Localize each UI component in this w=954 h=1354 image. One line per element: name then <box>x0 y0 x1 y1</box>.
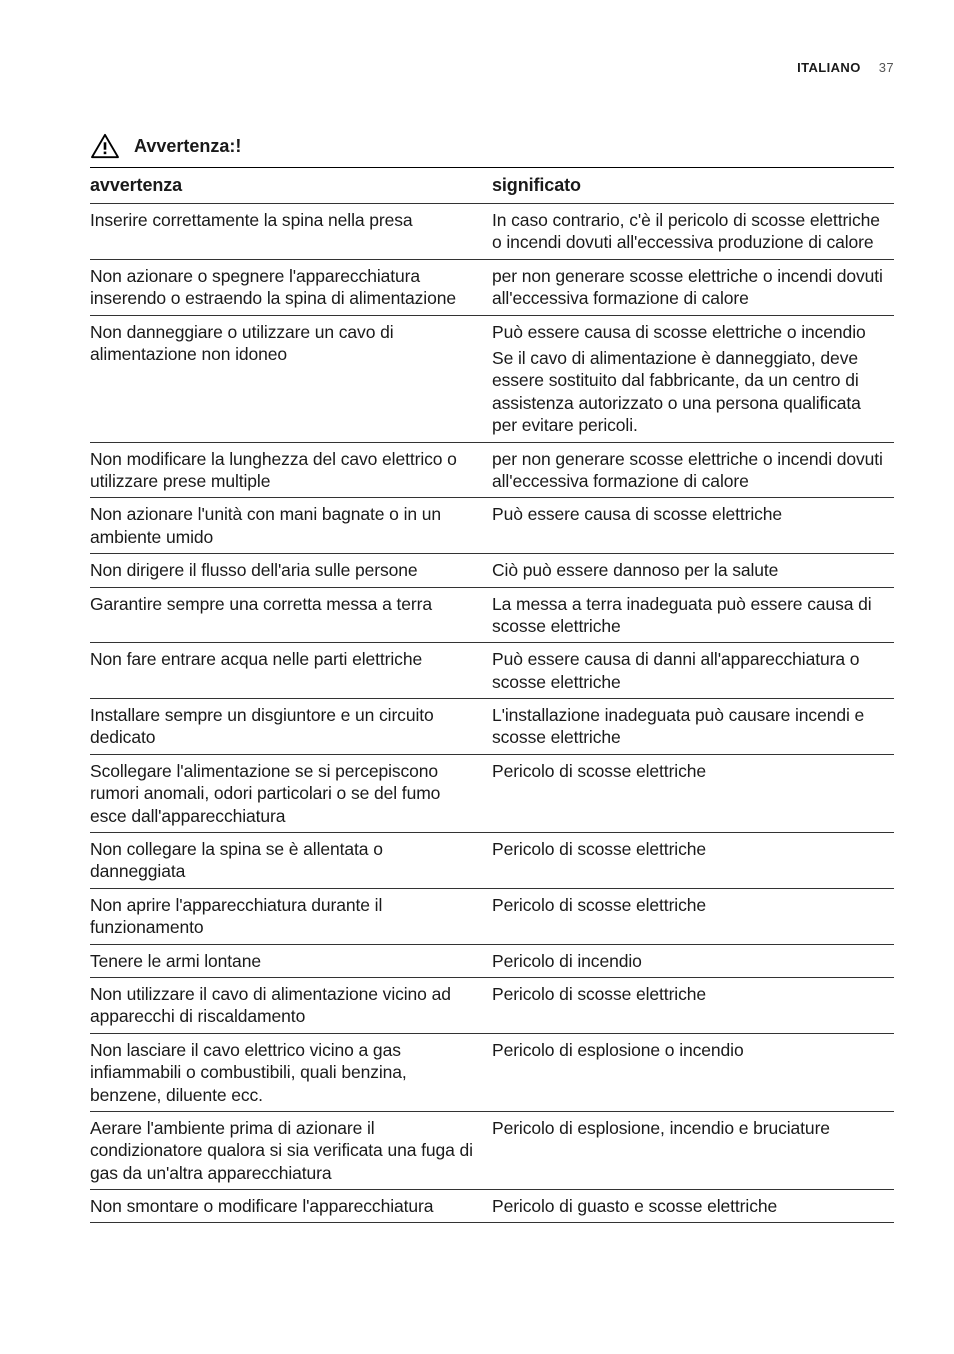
warning-cell: Aerare l'ambiente prima di azionare il c… <box>90 1111 492 1189</box>
table-row: Non utilizzare il cavo di alimentazione … <box>90 977 894 1033</box>
warning-cell: Installare sempre un disgiuntore e un ci… <box>90 699 492 755</box>
warning-cell: Non azionare o spegnere l'apparecchiatur… <box>90 259 492 315</box>
table-row: Tenere le armi lontanePericolo di incend… <box>90 944 894 977</box>
table-row: Non modificare la lunghezza del cavo ele… <box>90 442 894 498</box>
meaning-cell: Pericolo di esplosione o incendio <box>492 1033 894 1111</box>
title-row: Avvertenza:! <box>90 133 894 159</box>
table-row: Installare sempre un disgiuntore e un ci… <box>90 699 894 755</box>
warning-cell: Tenere le armi lontane <box>90 944 492 977</box>
table-row: Garantire sempre una corretta messa a te… <box>90 587 894 643</box>
warning-cell: Inserire correttamente la spina nella pr… <box>90 204 492 260</box>
meaning-cell: per non generare scosse elettriche o inc… <box>492 442 894 498</box>
table-row: Non azionare o spegnere l'apparecchiatur… <box>90 259 894 315</box>
meaning-cell: per non generare scosse elettriche o inc… <box>492 259 894 315</box>
warning-cell: Non lasciare il cavo elettrico vicino a … <box>90 1033 492 1111</box>
table-row: Non smontare o modificare l'apparecchiat… <box>90 1190 894 1223</box>
warning-cell: Non fare entrare acqua nelle parti elett… <box>90 643 492 699</box>
warning-cell: Non collegare la spina se è allentata o … <box>90 833 492 889</box>
meaning-cell: Può essere causa di scosse elettriche <box>492 498 894 554</box>
warning-cell: Scollegare l'alimentazione se si percepi… <box>90 754 492 832</box>
table-row: Non azionare l'unità con mani bagnate o … <box>90 498 894 554</box>
warning-cell: Non smontare o modificare l'apparecchiat… <box>90 1190 492 1223</box>
table-row: Non aprire l'apparecchiatura durante il … <box>90 888 894 944</box>
page-header: ITALIANO 37 <box>90 60 894 75</box>
col-header-warning: avvertenza <box>90 168 492 204</box>
meaning-cell: Pericolo di scosse elettriche <box>492 888 894 944</box>
warning-cell: Garantire sempre una corretta messa a te… <box>90 587 492 643</box>
warning-cell: Non dirigere il flusso dell'aria sulle p… <box>90 554 492 587</box>
col-header-meaning: significato <box>492 168 894 204</box>
table-row: Scollegare l'alimentazione se si percepi… <box>90 754 894 832</box>
warning-icon <box>90 133 120 159</box>
warnings-table: avvertenza significato Inserire corretta… <box>90 167 894 1223</box>
lang-label: ITALIANO <box>797 60 861 75</box>
meaning-cell: Pericolo di scosse elettriche <box>492 977 894 1033</box>
warning-cell: Non utilizzare il cavo di alimentazione … <box>90 977 492 1033</box>
page-number: 37 <box>879 60 894 75</box>
warning-cell: Non danneggiare o utilizzare un cavo di … <box>90 315 492 442</box>
table-row: Non dirigere il flusso dell'aria sulle p… <box>90 554 894 587</box>
meaning-cell: Pericolo di guasto e scosse elettriche <box>492 1190 894 1223</box>
table-row: Non lasciare il cavo elettrico vicino a … <box>90 1033 894 1111</box>
table-row: Aerare l'ambiente prima di azionare il c… <box>90 1111 894 1189</box>
meaning-cell: Pericolo di incendio <box>492 944 894 977</box>
meaning-cell: Pericolo di scosse elettriche <box>492 833 894 889</box>
meaning-cell: Pericolo di scosse elettriche <box>492 754 894 832</box>
table-row: Inserire correttamente la spina nella pr… <box>90 204 894 260</box>
meaning-cell: Può essere causa di danni all'apparecchi… <box>492 643 894 699</box>
table-row: Non danneggiare o utilizzare un cavo di … <box>90 315 894 442</box>
table-row: Non collegare la spina se è allentata o … <box>90 833 894 889</box>
warning-cell: Non aprire l'apparecchiatura durante il … <box>90 888 492 944</box>
meaning-cell: In caso contrario, c'è il pericolo di sc… <box>492 204 894 260</box>
meaning-cell: Pericolo di esplosione, incendio e bruci… <box>492 1111 894 1189</box>
section-title: Avvertenza:! <box>134 136 241 157</box>
meaning-cell: L'installazione inadeguata può causare i… <box>492 699 894 755</box>
warning-cell: Non azionare l'unità con mani bagnate o … <box>90 498 492 554</box>
meaning-cell: Può essere causa di scosse elettriche o … <box>492 315 894 442</box>
warning-cell: Non modificare la lunghezza del cavo ele… <box>90 442 492 498</box>
meaning-cell: La messa a terra inadeguata può essere c… <box>492 587 894 643</box>
table-row: Non fare entrare acqua nelle parti elett… <box>90 643 894 699</box>
meaning-cell: Ciò può essere dannoso per la salute <box>492 554 894 587</box>
